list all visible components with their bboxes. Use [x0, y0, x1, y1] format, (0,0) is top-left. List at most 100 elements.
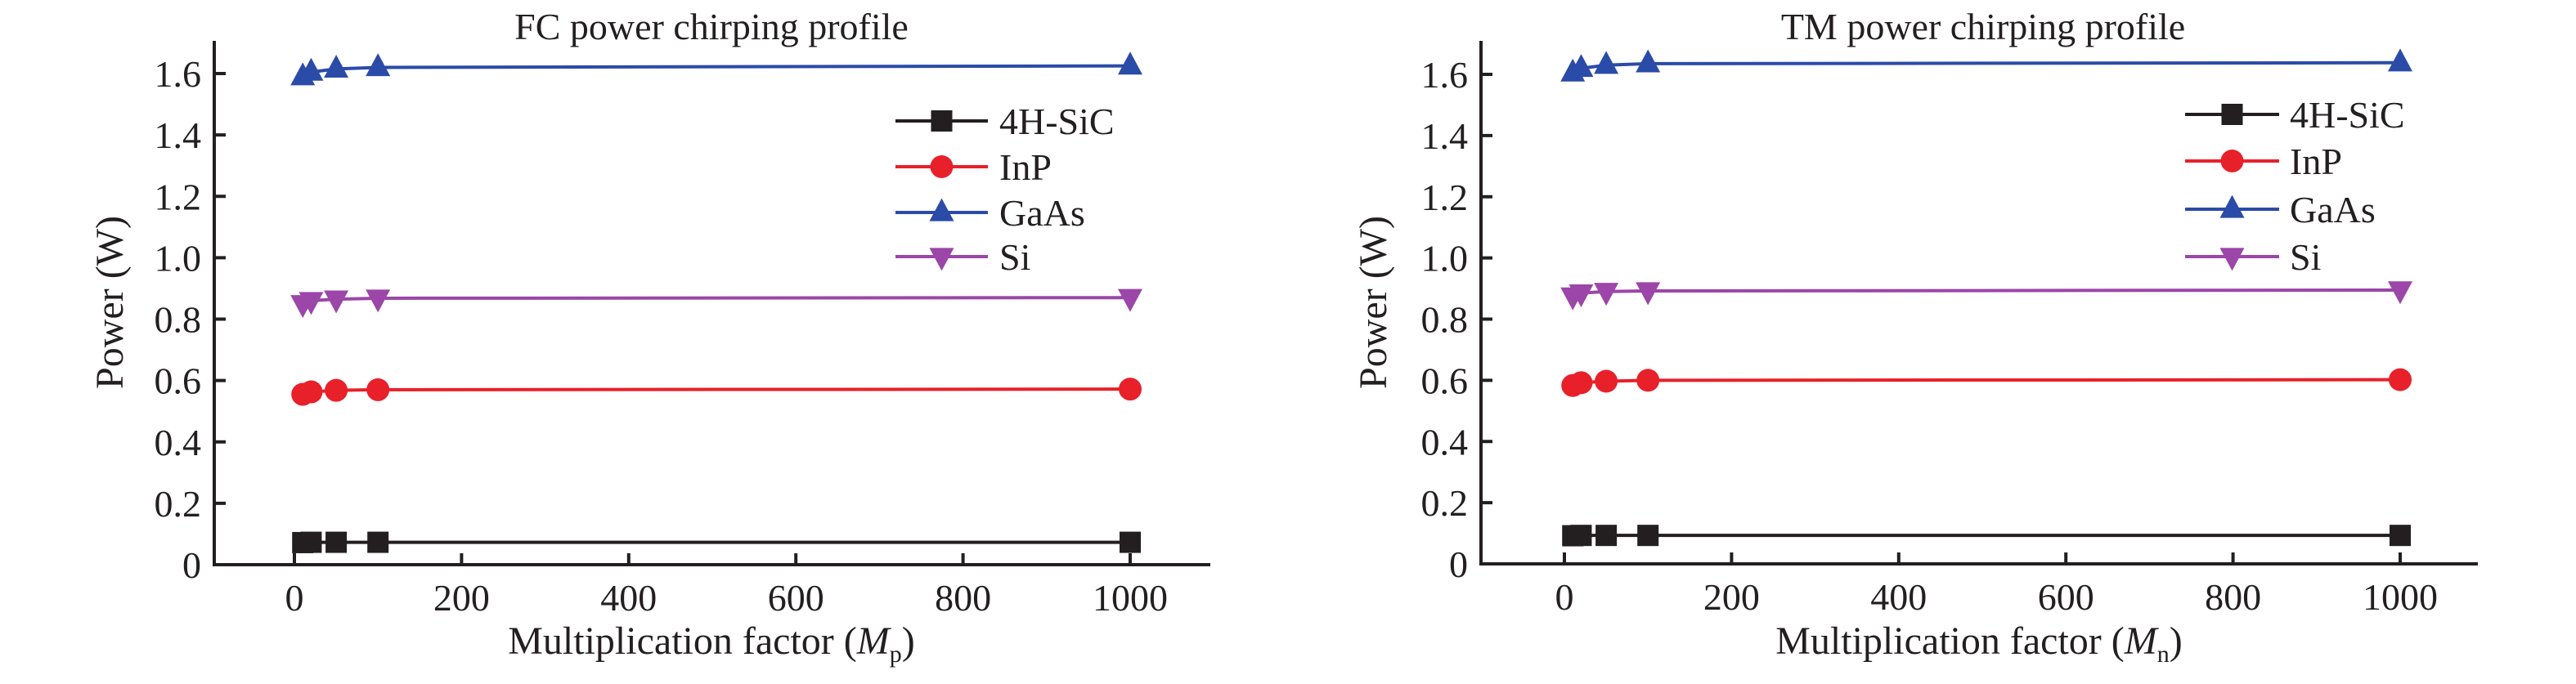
- x-tick-label: 400: [600, 577, 657, 619]
- x-axis-title-prefix: Multiplication factor (: [508, 619, 857, 663]
- legend-label: InP: [2290, 141, 2342, 182]
- y-tick-label: 1.2: [1421, 177, 1469, 218]
- y-tick-label: 1.0: [155, 237, 202, 279]
- series-line: [302, 387, 1131, 396]
- data-point: [2390, 525, 2411, 547]
- x-tick-label: 800: [2205, 576, 2261, 618]
- y-axis-title: Power (W): [88, 216, 132, 389]
- x-axis-title: Multiplication factor (Mp): [508, 619, 915, 668]
- x-tick-label: 400: [1870, 576, 1927, 618]
- x-axis-title-suffix: ): [2170, 619, 2183, 663]
- series-line: [302, 296, 1131, 306]
- legend-label: 4H-SiC: [999, 101, 1115, 142]
- x-axis-title-prefix: Multiplication factor (: [1775, 619, 2125, 663]
- x-axis-title-variable: M: [2124, 619, 2160, 663]
- series-4h-sic: [292, 531, 1141, 553]
- x-tick-label: 0: [1555, 576, 1574, 618]
- legend-marker: [2219, 194, 2245, 218]
- legend-item: InP: [2185, 141, 2342, 182]
- y-tick-label: 0: [182, 544, 201, 586]
- series-line: [302, 64, 1131, 78]
- data-point: [2388, 48, 2412, 72]
- data-point: [1118, 288, 1142, 312]
- data-point: [1118, 51, 1142, 75]
- data-point: [324, 55, 349, 78]
- data-point: [367, 531, 389, 553]
- data-point: [1637, 525, 1659, 547]
- y-tick-label: 1.4: [155, 114, 202, 156]
- data-point: [1595, 369, 1618, 393]
- y-tick-label: 0.4: [155, 422, 202, 463]
- y-tick-label: 1.0: [1421, 238, 1469, 279]
- y-tick-label: 1.2: [155, 176, 202, 217]
- x-axis-title-subscript: p: [890, 641, 902, 668]
- data-point: [1568, 54, 1594, 78]
- data-point: [2388, 281, 2412, 305]
- series-si: [290, 288, 1142, 319]
- data-point: [366, 378, 390, 401]
- data-point: [299, 380, 323, 404]
- data-point: [1595, 525, 1618, 547]
- legend-label: Si: [999, 236, 1030, 278]
- data-point: [2389, 368, 2412, 391]
- series-inp: [1561, 368, 2412, 397]
- series-si: [1560, 281, 2412, 311]
- x-tick-label: 200: [433, 577, 490, 619]
- legend-label: Si: [2290, 236, 2321, 278]
- legend-marker: [2219, 248, 2245, 271]
- data-point: [1636, 282, 1661, 306]
- y-tick-label: 0: [1449, 543, 1468, 585]
- data-point: [1594, 283, 1619, 306]
- y-tick-label: 0.2: [1421, 482, 1469, 524]
- y-axis-title: Power (W): [1352, 216, 1395, 389]
- y-tick-label: 0.6: [1421, 360, 1469, 401]
- x-axis-title-variable: M: [856, 619, 892, 663]
- y-tick-label: 1.4: [1421, 115, 1469, 157]
- legend-label: InP: [999, 146, 1052, 188]
- series-inp: [291, 378, 1142, 406]
- y-tick-label: 0.8: [155, 299, 202, 341]
- legend-marker: [931, 110, 953, 132]
- x-tick-label: 1000: [1093, 577, 1168, 619]
- legend-marker: [2220, 150, 2244, 172]
- chart-title: FC power chirping profile: [514, 6, 909, 47]
- x-tick-label: 200: [1703, 576, 1760, 618]
- legend-item: 4H-SiC: [895, 101, 1115, 142]
- legend-marker: [2221, 104, 2243, 125]
- x-tick-label: 0: [285, 577, 304, 619]
- data-point: [1570, 525, 1592, 547]
- legend-label: GaAs: [2290, 189, 2376, 230]
- data-point: [366, 289, 391, 313]
- data-point: [324, 290, 349, 314]
- x-tick-label: 800: [935, 577, 991, 619]
- data-point: [1119, 378, 1142, 401]
- legend-item: InP: [895, 146, 1052, 188]
- x-tick-label: 600: [2038, 576, 2094, 618]
- y-tick-label: 0.6: [155, 360, 202, 402]
- legend-marker: [929, 198, 954, 221]
- data-point: [366, 53, 391, 77]
- data-point: [1120, 531, 1141, 553]
- chart-title: TM power chirping profile: [1781, 6, 2185, 47]
- legend-item: GaAs: [2185, 189, 2376, 230]
- series-4h-sic: [1562, 525, 2411, 547]
- x-axis-title: Multiplication factor (Mn): [1775, 619, 2183, 668]
- data-point: [300, 531, 322, 553]
- y-tick-label: 0.8: [1421, 299, 1469, 341]
- x-tick-label: 1000: [2363, 576, 2438, 618]
- y-tick-label: 0.2: [155, 483, 202, 525]
- y-tick-label: 0.4: [1421, 421, 1469, 463]
- series-gaas: [1560, 48, 2412, 82]
- data-point: [1569, 371, 1593, 395]
- data-point: [1636, 49, 1661, 73]
- legend-marker: [930, 155, 954, 178]
- series-line: [1572, 60, 2401, 74]
- data-point: [1594, 51, 1619, 74]
- data-point: [298, 57, 324, 81]
- legend-item: 4H-SiC: [2185, 94, 2405, 136]
- data-point: [1568, 284, 1594, 308]
- y-tick-label: 1.6: [155, 53, 202, 95]
- legend-item: Si: [2185, 236, 2321, 278]
- legend-label: GaAs: [999, 192, 1085, 234]
